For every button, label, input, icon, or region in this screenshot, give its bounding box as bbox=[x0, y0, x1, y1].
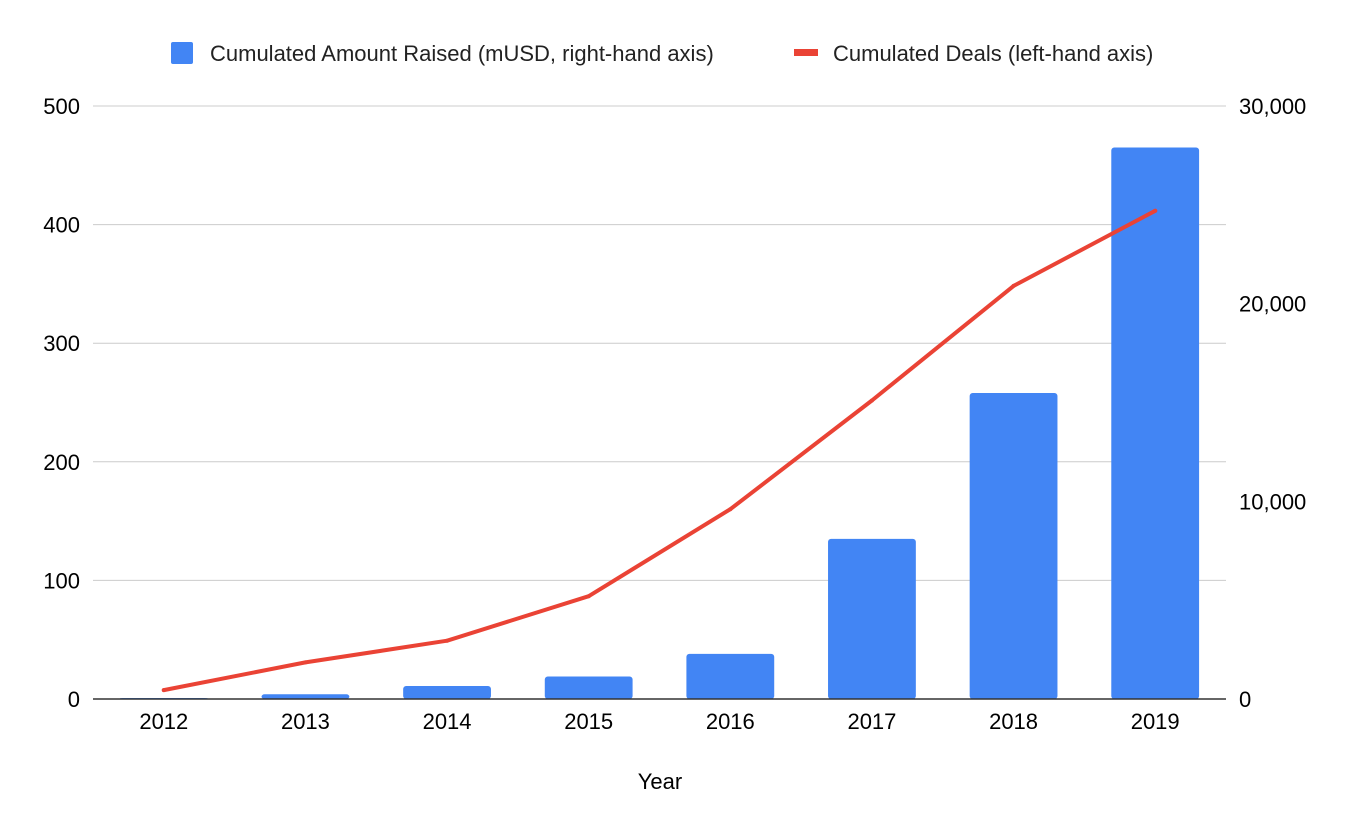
line-point bbox=[869, 398, 874, 403]
line-point bbox=[161, 688, 166, 693]
line-point bbox=[303, 660, 308, 665]
legend-label-deals: Cumulated Deals (left-hand axis) bbox=[833, 41, 1153, 66]
bar bbox=[403, 685, 491, 699]
x-axis-tick-label: 2018 bbox=[989, 709, 1038, 734]
left-axis-tick-label: 400 bbox=[43, 213, 80, 238]
legend-label-amount-raised: Cumulated Amount Raised (mUSD, right-han… bbox=[210, 41, 714, 66]
line-point bbox=[586, 594, 591, 599]
x-axis-tick-label: 2016 bbox=[706, 709, 755, 734]
right-axis-tick-label: 0 bbox=[1239, 687, 1251, 712]
right-axis: 0 10,000 20,000 30,000 bbox=[1239, 94, 1306, 712]
left-axis: 0 100 200 300 400 500 bbox=[43, 94, 80, 712]
bar bbox=[544, 676, 633, 699]
series-line bbox=[161, 208, 1158, 693]
x-axis-title: Year bbox=[638, 769, 682, 794]
right-axis-tick-label: 30,000 bbox=[1239, 94, 1306, 119]
bar bbox=[1111, 147, 1200, 699]
x-axis-tick-label: 2017 bbox=[847, 709, 896, 734]
legend-swatch-deals bbox=[794, 49, 818, 56]
line-series bbox=[161, 208, 1158, 693]
left-axis-tick-label: 500 bbox=[43, 94, 80, 119]
legend: Cumulated Amount Raised (mUSD, right-han… bbox=[171, 41, 1153, 66]
bar bbox=[686, 653, 775, 699]
bar-series bbox=[119, 147, 1200, 699]
bar bbox=[261, 694, 350, 699]
x-axis: 2012 2013 2014 2015 2016 2017 2018 2019 bbox=[93, 698, 1226, 734]
x-axis-tick-label: 2013 bbox=[281, 709, 330, 734]
line-point bbox=[1011, 283, 1016, 288]
line-point bbox=[445, 638, 450, 643]
x-axis-tick-label: 2015 bbox=[564, 709, 613, 734]
left-axis-tick-label: 100 bbox=[43, 568, 80, 593]
left-axis-tick-label: 0 bbox=[68, 687, 80, 712]
bar bbox=[969, 393, 1058, 699]
left-axis-tick-label: 200 bbox=[43, 450, 80, 475]
right-axis-tick-label: 10,000 bbox=[1239, 489, 1306, 514]
right-axis-tick-label: 20,000 bbox=[1239, 292, 1306, 317]
x-axis-tick-label: 2019 bbox=[1131, 709, 1180, 734]
bar bbox=[828, 538, 916, 699]
line-point bbox=[728, 507, 733, 512]
x-axis-tick-label: 2014 bbox=[423, 709, 472, 734]
legend-swatch-amount-raised bbox=[171, 42, 193, 64]
left-axis-tick-label: 300 bbox=[43, 331, 80, 356]
x-axis-tick-label: 2012 bbox=[139, 709, 188, 734]
line-point bbox=[1153, 208, 1158, 213]
